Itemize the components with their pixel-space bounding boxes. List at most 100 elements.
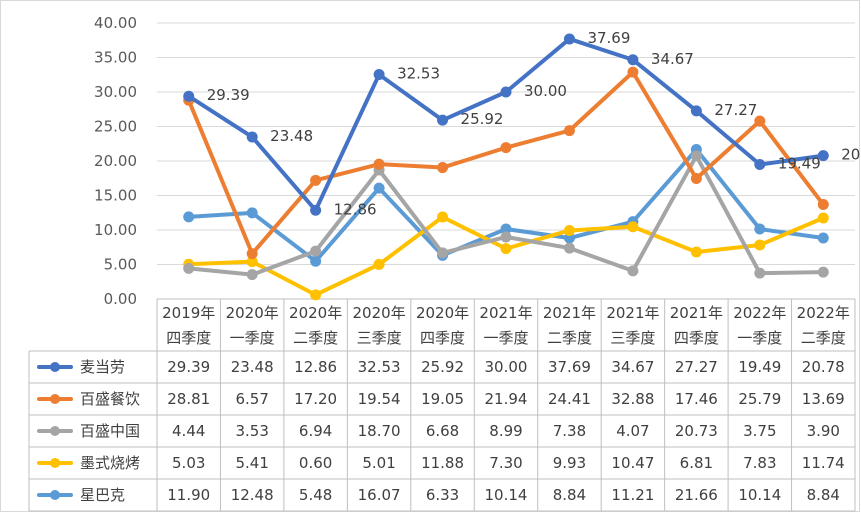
table-cell-value: 21.66 bbox=[675, 486, 718, 504]
data-point bbox=[246, 269, 258, 281]
table-cell-value: 19.54 bbox=[358, 390, 401, 408]
table-cell-value: 30.00 bbox=[485, 358, 528, 376]
data-point bbox=[500, 86, 512, 98]
category-label-quarter: 四季度 bbox=[674, 329, 719, 347]
data-point bbox=[246, 256, 258, 268]
table-cell-value: 8.99 bbox=[489, 422, 522, 440]
category-label-quarter: 三季度 bbox=[610, 329, 655, 347]
table-cell-value: 10.14 bbox=[738, 486, 781, 504]
data-point bbox=[690, 246, 702, 258]
data-point bbox=[563, 33, 575, 45]
table-cell-value: 16.07 bbox=[358, 486, 401, 504]
table-cell-value: 13.69 bbox=[802, 390, 845, 408]
category-label-year: 2020年 bbox=[352, 304, 405, 322]
y-axis-ticks: 0.00 5.00 10.00 15.00 20.00 25.00 30.00 35.00 40… bbox=[94, 14, 137, 308]
y-tick-label: 15.00 bbox=[94, 187, 137, 205]
category-label-year: 2021年 bbox=[670, 304, 723, 322]
table-cell-value: 17.20 bbox=[294, 390, 337, 408]
category-label-year: 2020年 bbox=[226, 304, 279, 322]
category-label-quarter: 四季度 bbox=[420, 329, 465, 347]
legend-key-marker bbox=[50, 490, 60, 500]
data-label: 30.00 bbox=[524, 82, 567, 100]
data-point bbox=[627, 221, 639, 233]
table-cell-value: 6.68 bbox=[426, 422, 459, 440]
table-cell-value: 8.84 bbox=[807, 486, 840, 504]
category-label-quarter: 一季度 bbox=[737, 329, 782, 347]
data-point bbox=[310, 255, 322, 267]
data-point bbox=[183, 90, 195, 102]
y-tick-label: 30.00 bbox=[94, 83, 137, 101]
data-point bbox=[754, 223, 766, 235]
series-3 bbox=[183, 150, 829, 281]
table-cell-value: 6.57 bbox=[235, 390, 268, 408]
table-cell-value: 20.78 bbox=[802, 358, 845, 376]
data-label: 25.92 bbox=[461, 110, 504, 128]
y-tick-label: 0.00 bbox=[104, 290, 137, 308]
category-label-year: 2020年 bbox=[289, 304, 342, 322]
table-cell-value: 4.07 bbox=[616, 422, 649, 440]
table-cell-value: 11.88 bbox=[421, 454, 464, 472]
data-label: 34.67 bbox=[651, 50, 694, 68]
data-point bbox=[690, 173, 702, 185]
table-cell-value: 4.44 bbox=[172, 422, 205, 440]
y-tick-label: 20.00 bbox=[94, 152, 137, 170]
data-point bbox=[817, 199, 829, 211]
legend-key-marker bbox=[50, 362, 60, 372]
category-label-year: 2022年 bbox=[797, 304, 850, 322]
table-cell-value: 10.47 bbox=[611, 454, 654, 472]
data-label: 27.27 bbox=[714, 101, 757, 119]
data-point bbox=[500, 223, 512, 235]
category-label-quarter: 二季度 bbox=[547, 329, 592, 347]
category-label-quarter: 一季度 bbox=[230, 329, 275, 347]
category-label-quarter: 二季度 bbox=[801, 329, 846, 347]
table-cell-value: 21.94 bbox=[485, 390, 528, 408]
data-point bbox=[310, 245, 322, 257]
data-point bbox=[690, 105, 702, 117]
category-label-year: 2019年 bbox=[162, 304, 215, 322]
data-point bbox=[246, 248, 258, 260]
table-cell-value: 9.93 bbox=[553, 454, 586, 472]
category-label-quarter: 一季度 bbox=[483, 329, 528, 347]
table-cell-value: 5.03 bbox=[172, 454, 205, 472]
data-point bbox=[563, 242, 575, 254]
data-point bbox=[627, 265, 639, 277]
category-label-year: 2020年 bbox=[416, 304, 469, 322]
data-point bbox=[817, 212, 829, 224]
data-point bbox=[627, 66, 639, 78]
data-point bbox=[310, 289, 322, 301]
data-point bbox=[437, 114, 449, 126]
table-cell-value: 10.14 bbox=[485, 486, 528, 504]
table-cell-value: 12.86 bbox=[294, 358, 337, 376]
table-cell-value: 3.75 bbox=[743, 422, 776, 440]
category-label-year: 2021年 bbox=[543, 304, 596, 322]
y-tick-label: 25.00 bbox=[94, 118, 137, 136]
data-point bbox=[246, 131, 258, 143]
series-1 bbox=[183, 33, 829, 216]
category-label-year: 2022年 bbox=[733, 304, 786, 322]
table-cell-value: 11.21 bbox=[611, 486, 654, 504]
table-cell-value: 19.05 bbox=[421, 390, 464, 408]
y-tick-label: 35.00 bbox=[94, 49, 137, 67]
y-tick-label: 40.00 bbox=[94, 14, 137, 32]
data-point bbox=[563, 232, 575, 244]
category-label-quarter: 四季度 bbox=[166, 329, 211, 347]
table-cell-value: 6.33 bbox=[426, 486, 459, 504]
data-point bbox=[754, 115, 766, 127]
data-point bbox=[563, 224, 575, 236]
data-point bbox=[373, 158, 385, 170]
category-label-quarter: 二季度 bbox=[293, 329, 338, 347]
table-cell-value: 12.48 bbox=[231, 486, 274, 504]
data-label: 29.39 bbox=[207, 86, 250, 104]
table-cell-value: 0.60 bbox=[299, 454, 332, 472]
data-point bbox=[817, 232, 829, 244]
data-label: 32.53 bbox=[397, 65, 440, 83]
legend-key-marker bbox=[50, 458, 60, 468]
series-5 bbox=[183, 144, 829, 267]
y-tick-label: 10.00 bbox=[94, 221, 137, 239]
legend-key-marker bbox=[50, 394, 60, 404]
table-cell-value: 24.41 bbox=[548, 390, 591, 408]
data-label: 23.48 bbox=[270, 127, 313, 145]
table-cell-value: 5.01 bbox=[362, 454, 395, 472]
table-cell-value: 6.94 bbox=[299, 422, 332, 440]
